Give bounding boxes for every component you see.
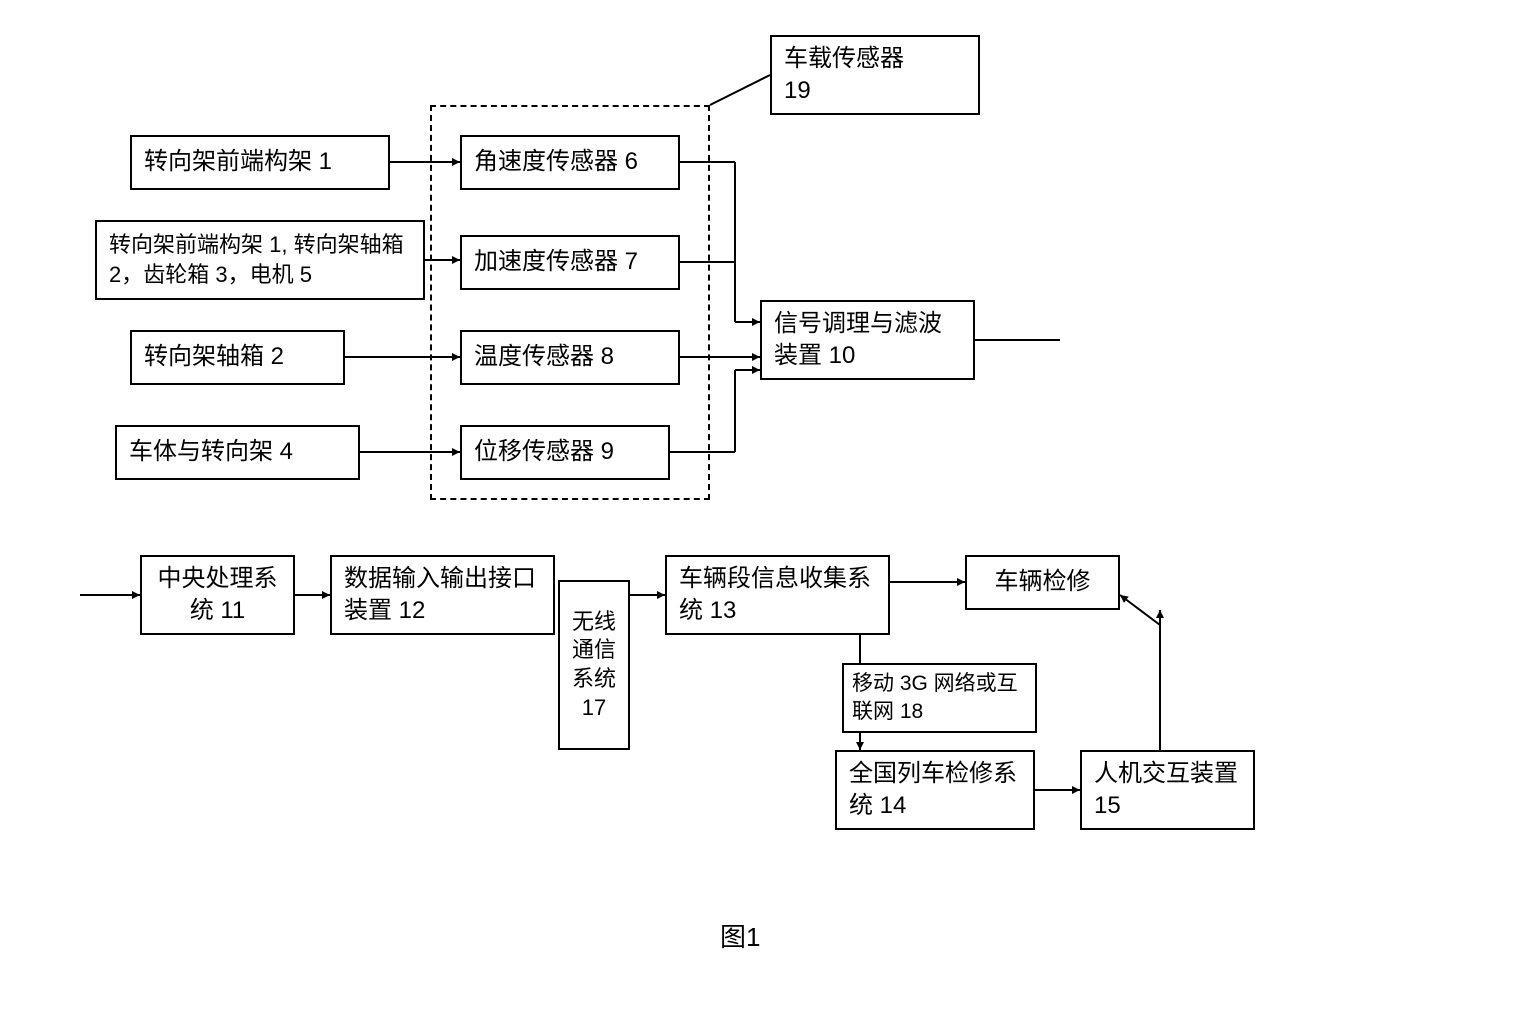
sensor-6: 角速度传感器 6 — [460, 135, 680, 190]
node-3: 转向架轴箱 2 — [130, 330, 345, 385]
sensor-8-text: 温度传感器 8 — [474, 341, 614, 373]
block-12: 数据输入输出接口装置 12 — [330, 555, 555, 635]
figure-caption-text: 图1 — [720, 922, 760, 952]
block-17-text: 无线通信系统17 — [566, 608, 622, 722]
block-10: 信号调理与滤波装置 10 — [760, 300, 975, 380]
node-4-text: 车体与转向架 4 — [129, 436, 293, 468]
label-19-box: 车载传感器 19 — [770, 35, 980, 115]
node-4: 车体与转向架 4 — [115, 425, 360, 480]
label-18-text: 移动 3G 网络或互联网 18 — [852, 670, 1027, 727]
diagram-canvas: 车载传感器 19 转向架前端构架 1 转向架前端构架 1, 转向架轴箱 2，齿轮… — [0, 0, 1514, 1012]
label-19-text-b: 19 — [784, 75, 811, 107]
block-15-text: 人机交互装置 15 — [1094, 758, 1241, 823]
node-1-text: 转向架前端构架 1 — [144, 146, 332, 178]
figure-caption: 图1 — [720, 920, 760, 955]
sensor-8: 温度传感器 8 — [460, 330, 680, 385]
block-11: 中央处理系统 11 — [140, 555, 295, 635]
node-3-text: 转向架轴箱 2 — [144, 341, 284, 373]
sensor-9-text: 位移传感器 9 — [474, 436, 614, 468]
block-13: 车辆段信息收集系统 13 — [665, 555, 890, 635]
block-maintenance-text: 车辆检修 — [995, 566, 1091, 598]
block-17: 无线通信系统17 — [558, 580, 630, 750]
label-18-box: 移动 3G 网络或互联网 18 — [842, 663, 1037, 733]
block-15: 人机交互装置 15 — [1080, 750, 1255, 830]
block-12-text: 数据输入输出接口装置 12 — [344, 563, 541, 628]
block-14-text: 全国列车检修系统 14 — [849, 758, 1021, 823]
sensor-7-text: 加速度传感器 7 — [474, 246, 638, 278]
block-14: 全国列车检修系统 14 — [835, 750, 1035, 830]
node-2: 转向架前端构架 1, 转向架轴箱 2，齿轮箱 3，电机 5 — [95, 220, 425, 300]
block-maintenance: 车辆检修 — [965, 555, 1120, 610]
node-1: 转向架前端构架 1 — [130, 135, 390, 190]
label-19-text-a: 车载传感器 — [784, 43, 904, 75]
node-2-text: 转向架前端构架 1, 转向架轴箱 2，齿轮箱 3，电机 5 — [109, 230, 411, 289]
block-13-text: 车辆段信息收集系统 13 — [679, 563, 876, 628]
block-11-text: 中央处理系统 11 — [154, 563, 281, 628]
sensor-9: 位移传感器 9 — [460, 425, 670, 480]
sensor-6-text: 角速度传感器 6 — [474, 146, 638, 178]
block-10-text: 信号调理与滤波装置 10 — [774, 308, 961, 373]
sensor-7: 加速度传感器 7 — [460, 235, 680, 290]
